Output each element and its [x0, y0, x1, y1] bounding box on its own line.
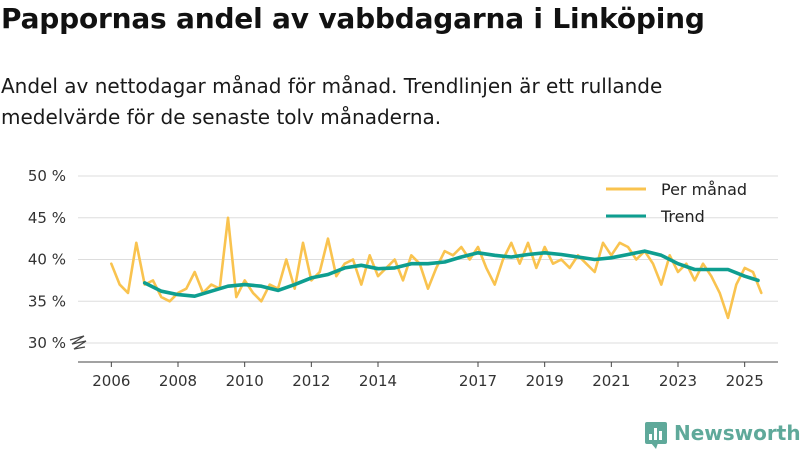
- legend-label-trend: Trend: [660, 207, 705, 226]
- legend: Per månad Trend: [606, 180, 747, 226]
- x-tick-label-2017: 2017: [459, 372, 497, 390]
- x-tick-label-2006: 2006: [92, 372, 130, 390]
- x-tick-label-2019: 2019: [526, 372, 564, 390]
- bar-chart-icon: [645, 422, 667, 449]
- x-tick-label-2021: 2021: [592, 372, 630, 390]
- grid-lines: [78, 175, 778, 344]
- chart-subtitle: Andel av nettodagar månad för månad. Tre…: [1, 74, 663, 129]
- x-tick-label-2012: 2012: [292, 372, 330, 390]
- series-line-per-manad: [110, 216, 763, 320]
- y-tick-label-35: 35 %: [28, 292, 66, 310]
- x-tick-label-2023: 2023: [659, 372, 697, 390]
- newsworthy-logo: Newsworthy: [645, 420, 800, 449]
- series-lines: [110, 216, 763, 320]
- y-tick-label-40: 40 %: [28, 251, 66, 269]
- series-line-trend: [142, 249, 760, 299]
- x-tick-label-2025: 2025: [726, 372, 764, 390]
- chart-title: Pappornas andel av vabbdagarna i Linköpi…: [1, 2, 705, 35]
- y-tick-label-30: 30 %: [28, 334, 66, 352]
- y-tick-label-50: 50 %: [28, 167, 66, 185]
- x-tick-label-2008: 2008: [159, 372, 197, 390]
- y-tick-label-45: 45 %: [28, 209, 66, 227]
- x-tick-label-2014: 2014: [359, 372, 397, 390]
- axis-break-mark: [69, 335, 87, 350]
- x-axis: 2006 2008 2010 2012 2014 2017 2019 2021 2023 2025: [69, 335, 778, 390]
- x-tick-label-2010: 2010: [226, 372, 264, 390]
- y-axis-labels: 30 % 35 % 40 % 45 % 50 %: [28, 167, 66, 352]
- brand-name: Newsworthy: [674, 421, 800, 445]
- legend-label-per-manad: Per månad: [661, 180, 747, 199]
